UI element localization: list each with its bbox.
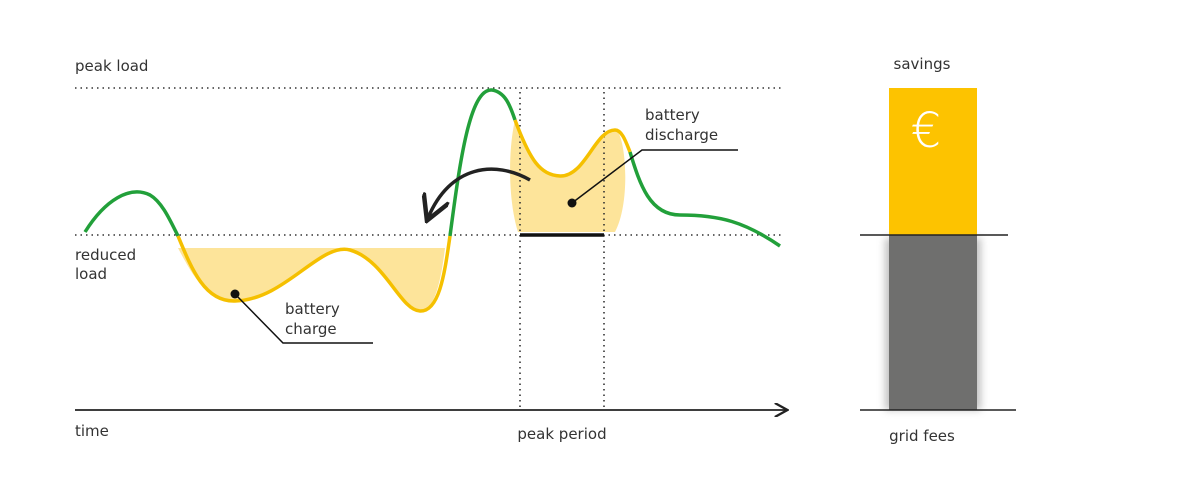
leader-line [571,149,738,204]
charge-label: battery charge [285,300,345,338]
discharge-label: battery discharge [645,106,718,144]
grid-fees-label: grid fees [889,427,955,445]
label-line: reduced [75,246,136,264]
peak-load-label: peak load [75,57,148,75]
load-curve-green [448,88,517,237]
load-curve-green [83,190,180,237]
leader-line [234,293,373,344]
shift-arrow [428,167,531,218]
load-curve-green [628,151,781,248]
grid-fees-bar [889,235,977,410]
label-line: discharge [645,126,718,144]
savings-bar [889,88,977,235]
label-line: battery [285,300,340,318]
label-line: charge [285,320,337,338]
time-label: time [75,422,109,440]
euro-symbol: € [911,103,942,159]
reduced-load-label: reduced load [75,246,141,283]
savings-label: savings [894,55,951,73]
load-curve-charge [176,235,452,313]
load-curve-discharge [513,119,632,178]
guides [75,87,782,408]
peak-period-label: peak period [517,425,606,443]
label-line: battery [645,106,700,124]
charge-area [178,248,445,312]
label-line: load [75,265,107,283]
